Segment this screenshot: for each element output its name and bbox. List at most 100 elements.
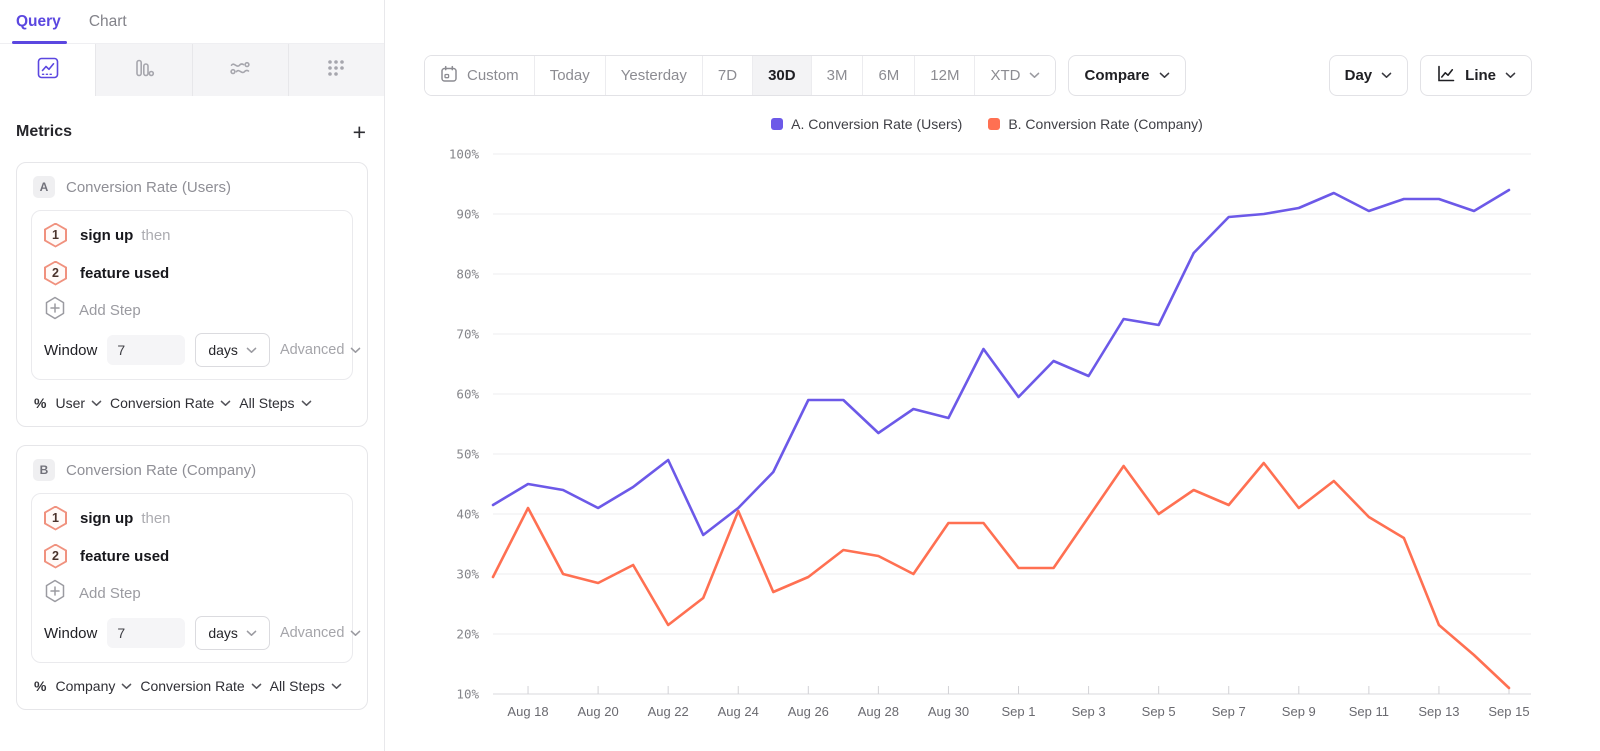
view-switcher [0,44,384,96]
window-unit-dropdown[interactable]: days [195,616,270,650]
legend-swatch-b [988,118,1001,130]
metric-a-badge: A [33,176,55,198]
metric-b-header: B Conversion Rate (Company) [31,459,353,481]
range-3m-button[interactable]: 3M [811,56,864,95]
legend-label-b: B. Conversion Rate (Company) [1008,116,1203,132]
step-then-label: then [141,226,171,244]
view-retention-button[interactable] [289,44,384,96]
funnel-step-1[interactable]: 1 sign up then [44,216,340,254]
metric-b-title[interactable]: Conversion Rate (Company) [66,461,257,479]
add-step-button[interactable]: Add Step [44,575,340,611]
window-label: Window [44,341,98,359]
metric-a-measure-row: % User Conversion Rate All Steps [31,395,353,411]
view-insights-button[interactable] [0,44,97,96]
legend-label-a: A. Conversion Rate (Users) [791,116,963,132]
chart-legend: A. Conversion Rate (Users) B. Conversion… [429,116,1545,132]
chevron-down-icon [1159,72,1170,79]
percent-icon: % [34,395,47,411]
metric-card-a: A Conversion Rate (Users) 1 sign up then… [16,162,368,427]
add-step-button[interactable]: Add Step [44,292,340,328]
svg-text:Aug 20: Aug 20 [578,704,619,719]
svg-text:Sep 5: Sep 5 [1142,704,1176,719]
chart-toolbar: Custom Today Yesterday 7D 30D 3M 6M 12M … [424,55,1532,96]
compare-button[interactable]: Compare [1068,55,1186,96]
metric-card-b: B Conversion Rate (Company) 1 sign up th… [16,445,368,710]
conversion-window-row: Window days Advanced [44,333,361,367]
steps-scope-dropdown[interactable]: All Steps [239,395,311,411]
range-6m-button[interactable]: 6M [863,56,916,95]
svg-text:Aug 18: Aug 18 [507,704,548,719]
legend-item-a[interactable]: A. Conversion Rate (Users) [771,116,962,132]
window-value-input[interactable] [107,618,186,648]
granularity-dropdown[interactable]: Day [1328,55,1409,96]
chart-canvas[interactable]: 10% 20% 30% 40% 50% 60% 70% 80% 90% 100% Aug 18 Aug… [429,138,1559,730]
retention-dots-icon [325,57,347,84]
window-unit-dropdown[interactable]: days [195,333,270,367]
view-funnels-button[interactable] [96,44,193,96]
step-event-name[interactable]: feature used [80,547,170,565]
metric-a-title[interactable]: Conversion Rate (Users) [66,178,232,196]
line-chart[interactable]: 10% 20% 30% 40% 50% 60% 70% 80% 90% 100% Aug 18 Aug… [429,138,1559,735]
range-custom-button[interactable]: Custom [425,56,535,95]
flows-icon [229,57,251,84]
chevron-down-icon [246,630,257,637]
step-number-badge: 2 [44,260,67,286]
step-event-name[interactable]: feature used [80,264,170,282]
tab-chart[interactable]: Chart [89,0,127,43]
add-metric-button[interactable]: + [352,119,366,145]
range-yesterday-button[interactable]: Yesterday [605,56,703,95]
svg-text:Aug 24: Aug 24 [718,704,759,719]
chevron-down-icon [350,630,361,637]
chevron-down-icon [121,683,132,690]
entity-dropdown[interactable]: User [55,395,102,411]
svg-text:80%: 80% [456,267,479,282]
steps-scope-dropdown[interactable]: All Steps [270,678,342,694]
chevron-down-icon [251,683,262,690]
funnel-step-2[interactable]: 2 feature used [44,254,340,292]
legend-item-b[interactable]: B. Conversion Rate (Company) [988,116,1203,132]
hexagon-plus-icon [44,579,66,607]
metric-type-dropdown[interactable]: Conversion Rate [110,395,231,411]
chevron-down-icon [1029,72,1040,79]
funnel-step-2[interactable]: 2 feature used [44,537,340,575]
step-event-name[interactable]: sign up [80,226,134,244]
chart-type-dropdown[interactable]: Line [1420,55,1532,96]
svg-text:Aug 26: Aug 26 [788,704,829,719]
svg-text:Sep 13: Sep 13 [1418,704,1459,719]
tab-chart-label: Chart [88,12,127,30]
range-30d-button[interactable]: 30D [753,56,812,95]
svg-text:Aug 28: Aug 28 [858,704,899,719]
main-content: Custom Today Yesterday 7D 30D 3M 6M 12M … [385,0,1600,751]
svg-text:Aug 22: Aug 22 [648,704,689,719]
step-event-name[interactable]: sign up [80,509,134,527]
metric-b-measure-row: % Company Conversion Rate All Steps [31,678,353,694]
chevron-down-icon [91,400,102,407]
metric-b-steps-panel: 1 sign up then 2 feature used [31,493,361,663]
svg-text:90%: 90% [456,207,479,222]
chevron-down-icon [301,400,312,407]
svg-text:60%: 60% [456,387,479,402]
funnel-step-1[interactable]: 1 sign up then [44,499,340,537]
svg-text:Sep 9: Sep 9 [1282,704,1316,719]
svg-text:Sep 11: Sep 11 [1349,704,1389,719]
metric-type-dropdown[interactable]: Conversion Rate [140,678,261,694]
window-value-input[interactable] [107,335,186,365]
chevron-down-icon [350,347,361,354]
tab-query[interactable]: Query [12,0,67,44]
svg-text:20%: 20% [456,627,479,642]
range-today-button[interactable]: Today [534,56,606,95]
svg-text:100%: 100% [449,147,480,162]
range-xtd-dropdown[interactable]: XTD [975,56,1056,95]
advanced-dropdown[interactable]: Advanced [280,625,362,641]
sidebar: Query Chart [0,0,385,751]
svg-text:70%: 70% [456,327,479,342]
entity-dropdown[interactable]: Company [55,678,132,694]
svg-text:30%: 30% [456,567,479,582]
range-12m-button[interactable]: 12M [915,56,976,95]
step-number-badge: 1 [44,222,67,248]
advanced-dropdown[interactable]: Advanced [280,342,362,358]
range-7d-button[interactable]: 7D [702,56,754,95]
metric-a-header: A Conversion Rate (Users) [31,176,353,198]
view-flows-button[interactable] [193,44,289,96]
